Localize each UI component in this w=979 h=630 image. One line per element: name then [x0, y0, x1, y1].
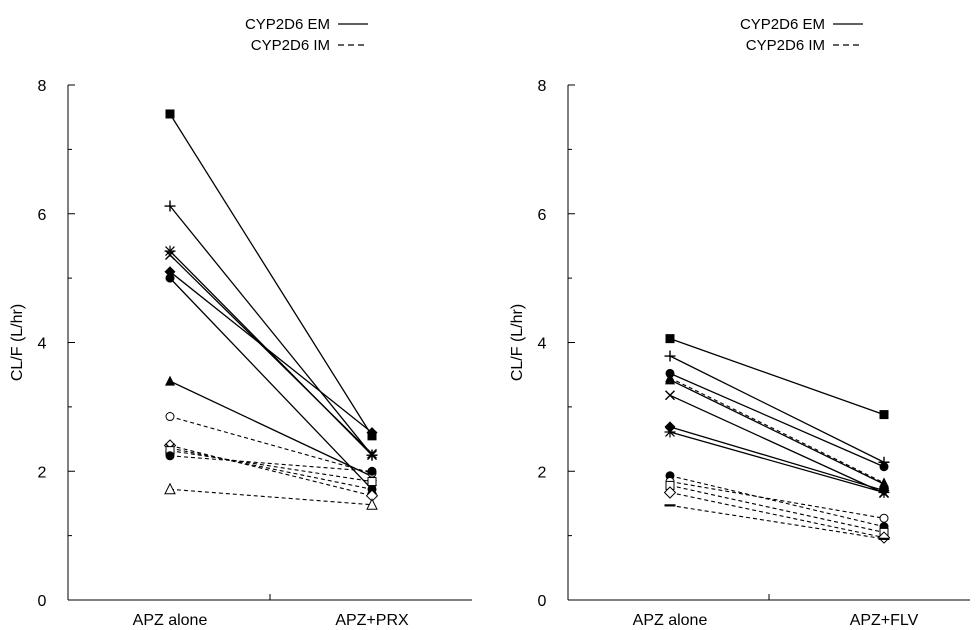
point-asterisk [366, 449, 378, 461]
series-im-13 [664, 504, 890, 540]
series-im-9 [163, 439, 379, 502]
point-triangle-filled [879, 477, 889, 488]
series-em-1 [665, 334, 889, 420]
series-line [669, 504, 885, 540]
y-tick-label: 6 [38, 207, 47, 224]
point-diamond-filled [366, 427, 378, 439]
y-tick-label: 0 [538, 593, 547, 610]
series-line [169, 380, 373, 477]
series-line [669, 475, 885, 528]
legend-label: CYP2D6 IM [251, 37, 330, 54]
point-circle-filled [367, 466, 377, 476]
series-im-12 [663, 486, 891, 544]
y-tick-label: 8 [538, 78, 547, 95]
series-em-2 [164, 200, 378, 461]
series-line [669, 379, 885, 485]
series-em-5 [164, 266, 378, 439]
point-diamond-open [877, 531, 891, 544]
panel-2: 0 2 4 6 8 APZ alone APZ+FLV CL/F (L/hr) CYP2D6 E… [509, 16, 970, 629]
series-line [169, 450, 373, 483]
y-tick-label: 4 [538, 336, 547, 353]
legend-label: CYP2D6 EM [740, 16, 825, 33]
point-plus [664, 350, 676, 362]
y-tick-label: 0 [38, 593, 47, 610]
series-line [669, 372, 885, 468]
point-triangle-filled [165, 375, 175, 386]
point-square-filled [879, 410, 889, 420]
series-em-3 [665, 368, 889, 472]
point-diamond-filled [164, 266, 176, 278]
point-diamond-open [663, 486, 677, 499]
point-x [367, 484, 377, 495]
series-line [169, 444, 373, 497]
panel-1: 0 2 4 6 8 APZ alone APZ+PRX CL/F (L/hr) CYP2D6 E… [9, 16, 472, 629]
point-triangle-open [366, 498, 378, 510]
point-plus [164, 200, 176, 212]
series-em-7 [664, 426, 890, 498]
series-line [669, 491, 885, 539]
series-im-11 [665, 480, 889, 537]
y-tick-label: 4 [38, 336, 47, 353]
y-tick-label: 6 [538, 207, 547, 224]
x-tick-label: APZ+FLV [850, 612, 919, 629]
legend-label: CYP2D6 IM [746, 37, 825, 54]
series-line [169, 113, 373, 437]
x-tick-label: APZ alone [133, 612, 208, 629]
legend-label: CYP2D6 EM [245, 16, 330, 33]
series-line [669, 426, 885, 492]
point-circle-filled [165, 273, 175, 283]
series-line [669, 338, 885, 416]
point-triangle-filled [665, 372, 675, 383]
series-line [669, 394, 885, 494]
point-square-filled [665, 334, 675, 344]
series-im-8 [665, 372, 889, 488]
series-em-1 [165, 109, 377, 441]
point-square-open [367, 477, 377, 487]
series-line [169, 455, 373, 472]
point-x [665, 390, 675, 401]
series-line [169, 447, 373, 490]
y-tick-label: 2 [38, 464, 47, 481]
series-line [169, 277, 373, 490]
y-tick-label: 8 [38, 78, 47, 95]
point-square-filled [165, 109, 175, 119]
series-line [669, 377, 885, 484]
series-line [169, 271, 373, 434]
series-em-6 [165, 273, 377, 494]
series-line [669, 481, 885, 519]
series-line [669, 355, 885, 463]
series-line [169, 254, 373, 455]
point-circle-filled [879, 462, 889, 472]
point-asterisk [164, 245, 176, 257]
point-asterisk [664, 426, 676, 438]
series-line [669, 431, 885, 494]
series-line [669, 484, 885, 533]
x-tick-label: APZ+PRX [335, 612, 409, 629]
y-axis-label: CL/F (L/hr) [9, 304, 26, 381]
series-line [169, 205, 373, 456]
y-axis-label: CL/F (L/hr) [509, 304, 526, 381]
series-em-4 [165, 249, 377, 459]
point-x [165, 249, 175, 260]
series-im-12 [165, 451, 377, 476]
point-triangle-open [164, 482, 176, 495]
point-circle-open [165, 412, 175, 422]
point-asterisk [878, 486, 890, 498]
point-x [367, 448, 377, 459]
point-circle-open [879, 513, 889, 523]
point-circle-filled [165, 451, 175, 461]
series-line [169, 488, 373, 506]
series-em-2 [664, 350, 890, 468]
x-tick-label: APZ alone [633, 612, 708, 629]
series-im-13 [164, 482, 378, 510]
y-tick-label: 2 [538, 464, 547, 481]
